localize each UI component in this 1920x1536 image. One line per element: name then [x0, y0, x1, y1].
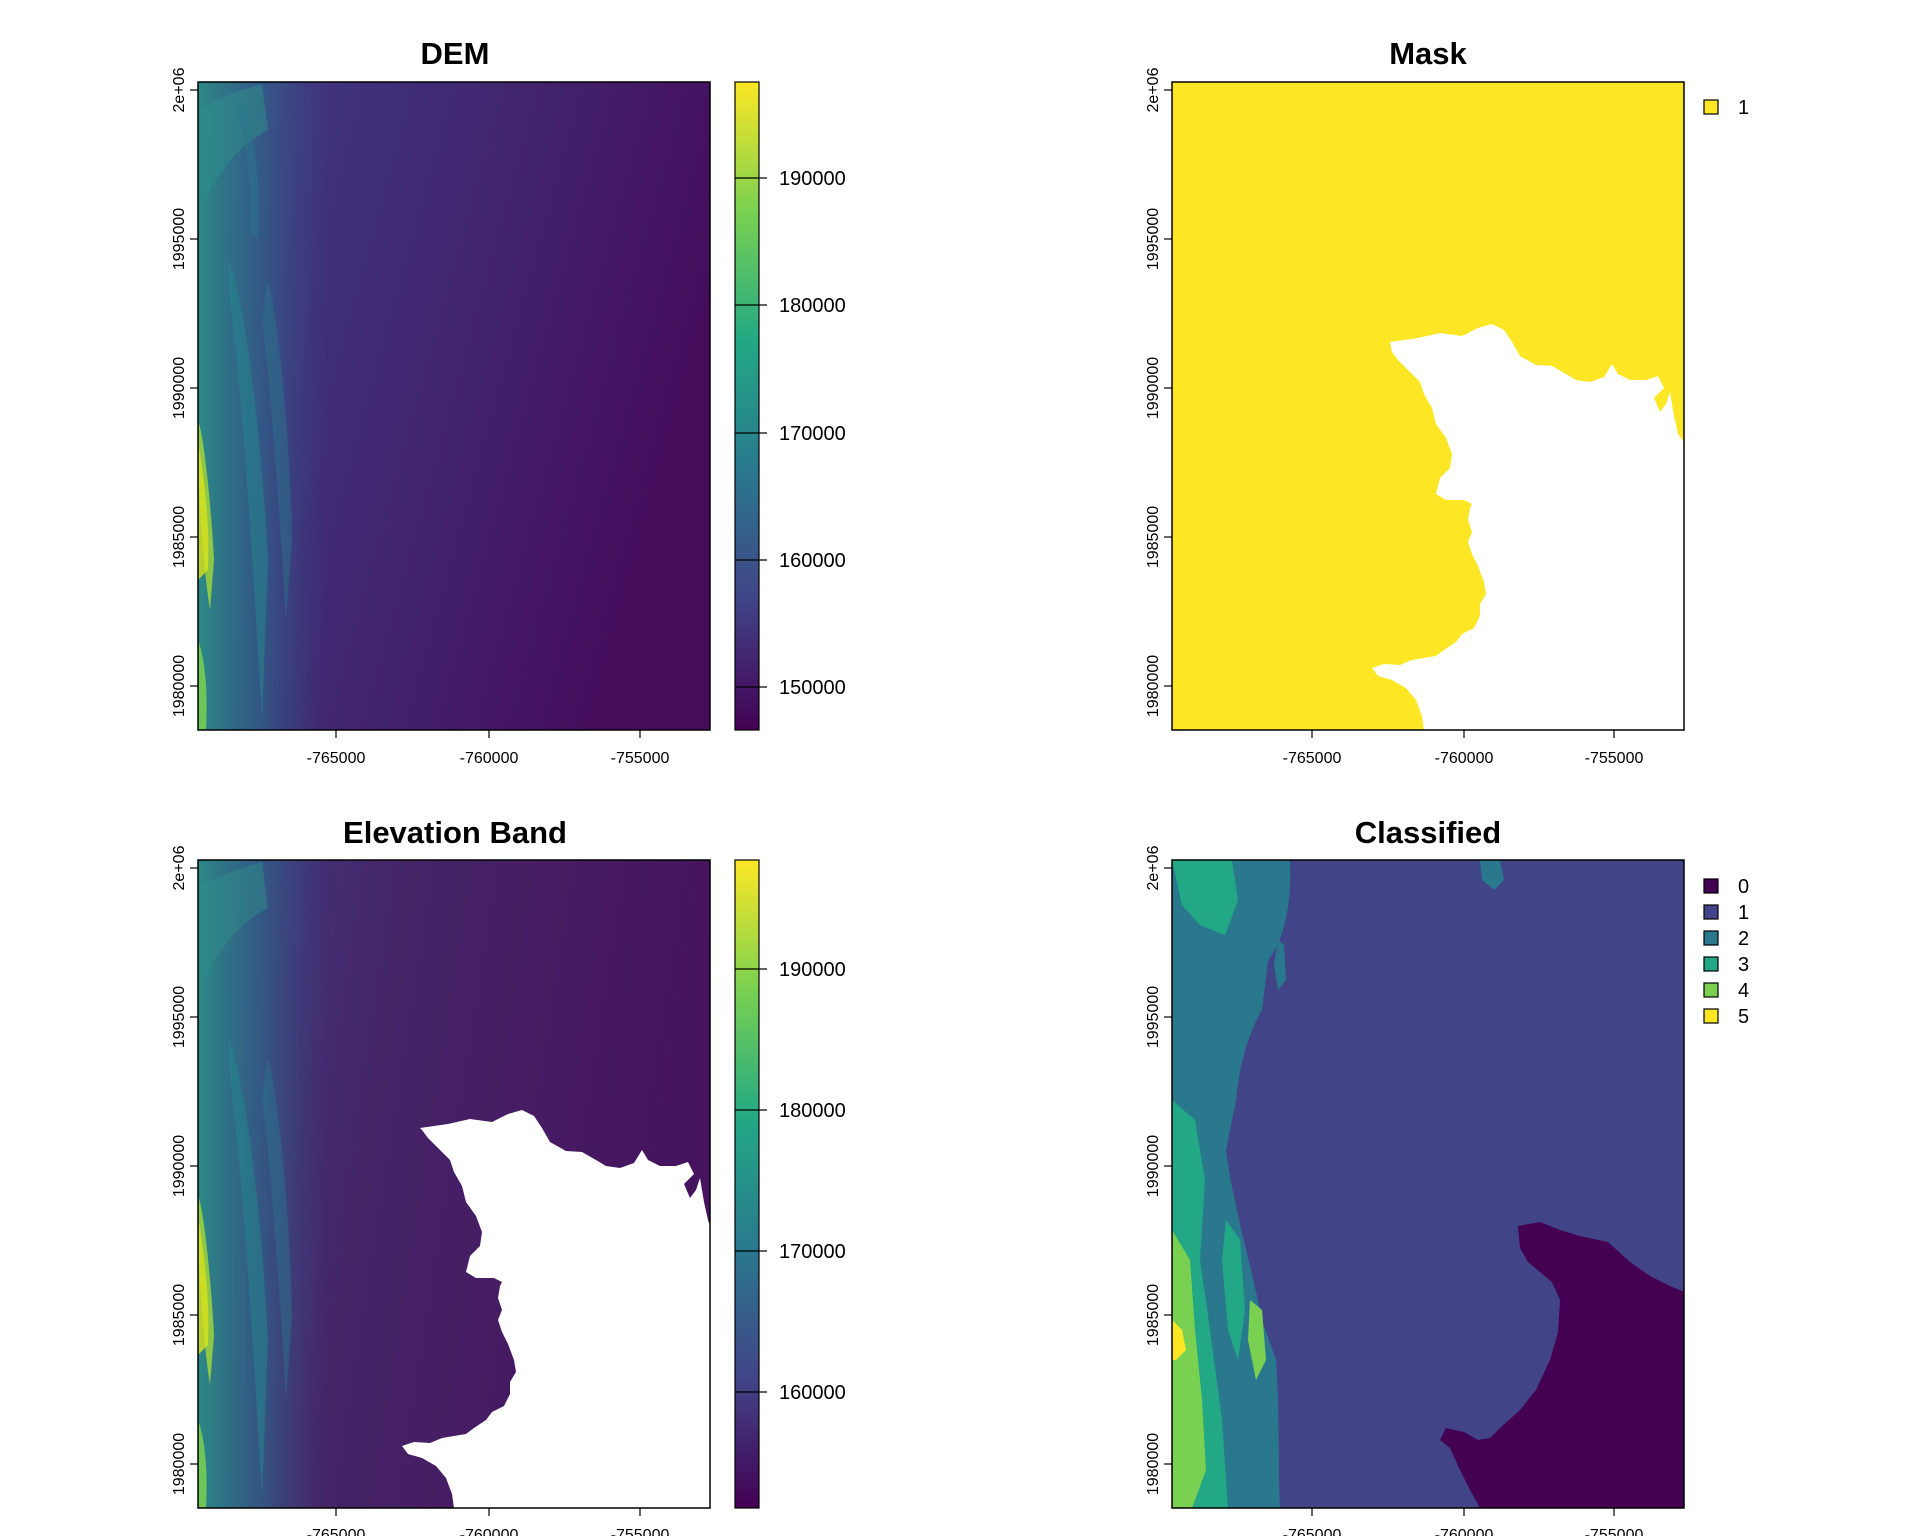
y-tick-label: 1985000 — [1145, 506, 1162, 568]
y-tick-label: 1990000 — [1145, 1135, 1162, 1197]
legend-swatch — [1703, 878, 1719, 894]
y-tick-label: 1980000 — [1145, 1433, 1162, 1495]
legend-swatch — [1703, 982, 1719, 998]
y-tick-label: 1990000 — [171, 357, 188, 419]
y-tick-label: 2e+06 — [1145, 67, 1162, 112]
map-frame — [197, 81, 711, 731]
legend-label: 1 — [1738, 902, 1749, 924]
x-tick-label: -755000 — [1585, 1527, 1644, 1536]
y-tick-label: 1980000 — [171, 655, 188, 717]
map-raster — [1172, 860, 1684, 1508]
y-tick-label: 2e+06 — [1145, 845, 1162, 890]
colorbar-tick-label: 170000 — [779, 1241, 846, 1263]
colorbar-tick-label: 160000 — [779, 550, 846, 572]
map-raster — [1172, 82, 1684, 730]
colorbar: 190000 180000 170000 160000 150000 — [734, 81, 846, 731]
colorbar: 190000 180000 170000 160000 — [734, 859, 846, 1509]
legend-label: 2 — [1738, 928, 1749, 950]
legend-label: 5 — [1738, 1006, 1749, 1028]
x-tick-label: -755000 — [611, 1527, 670, 1536]
panel-dem: DEM -765000 -760000 -755000 — [171, 36, 846, 767]
y-axis: 2e+06 1995000 1990000 1985000 1980000 — [171, 845, 198, 1495]
colorbar-tick-label: 160000 — [779, 1382, 846, 1404]
legend-swatch — [1703, 904, 1719, 920]
y-tick-label: 1985000 — [1145, 1284, 1162, 1346]
x-tick-label: -765000 — [307, 1527, 366, 1536]
panel-title: DEM — [421, 36, 490, 71]
x-tick-label: -760000 — [460, 1527, 519, 1536]
legend-label: 3 — [1738, 954, 1749, 976]
colorbar-tick-label: 180000 — [779, 295, 846, 317]
colorbar-tick-label: 190000 — [779, 168, 846, 190]
legend-swatch — [1703, 99, 1719, 115]
y-tick-label: 1995000 — [1145, 986, 1162, 1048]
x-axis: -765000 -760000 -755000 — [1283, 1508, 1644, 1536]
y-axis: 2e+06 1995000 1990000 1985000 1980000 — [1145, 845, 1172, 1495]
legend-swatch — [1703, 930, 1719, 946]
panel-title: Classified — [1355, 815, 1501, 850]
legend-label: 1 — [1738, 97, 1749, 119]
x-tick-label: -755000 — [611, 750, 670, 767]
x-tick-label: -765000 — [1283, 750, 1342, 767]
y-tick-label: 1990000 — [1145, 357, 1162, 419]
x-axis: -765000 -760000 -755000 — [307, 1508, 670, 1536]
x-tick-label: -760000 — [460, 750, 519, 767]
y-tick-label: 1995000 — [171, 208, 188, 270]
x-tick-label: -765000 — [1283, 1527, 1342, 1536]
panel-classified: Classified -765000 -760000 -755000 — [1145, 815, 1749, 1536]
panel-title: Elevation Band — [343, 815, 567, 850]
map-frame — [1171, 81, 1685, 731]
colorbar-tick-label: 180000 — [779, 1100, 846, 1122]
legend-label: 0 — [1738, 876, 1749, 898]
legend: 0 1 2 3 4 5 — [1703, 876, 1749, 1028]
y-tick-label: 1980000 — [1145, 655, 1162, 717]
y-tick-label: 1995000 — [1145, 208, 1162, 270]
map-frame — [1171, 859, 1685, 1509]
map-raster — [198, 860, 710, 1508]
legend-label: 4 — [1738, 980, 1749, 1002]
y-tick-label: 1985000 — [171, 1284, 188, 1346]
x-tick-label: -760000 — [1435, 750, 1494, 767]
panel-elevation-band: Elevation Band -765000 -760000 -755000 — [171, 815, 846, 1536]
y-axis: 2e+06 1995000 1990000 1985000 1980000 — [1145, 67, 1172, 717]
colorbar-tick-label: 170000 — [779, 423, 846, 445]
x-tick-label: -765000 — [307, 750, 366, 767]
y-tick-label: 1985000 — [171, 506, 188, 568]
legend: 1 — [1703, 97, 1749, 119]
x-axis: -765000 -760000 -755000 — [307, 730, 670, 767]
panel-mask: Mask -765000 -760000 -755000 2e+06 19950… — [1145, 36, 1749, 767]
x-axis: -765000 -760000 -755000 — [1283, 730, 1644, 767]
colorbar-tick-label: 150000 — [779, 677, 846, 699]
y-tick-label: 1990000 — [171, 1135, 188, 1197]
map-raster — [198, 82, 710, 730]
y-tick-label: 2e+06 — [171, 67, 188, 112]
legend-swatch — [1703, 956, 1719, 972]
colorbar-tick-label: 190000 — [779, 959, 846, 981]
legend-swatch — [1703, 1008, 1719, 1024]
panel-title: Mask — [1389, 36, 1467, 71]
y-tick-label: 1980000 — [171, 1433, 188, 1495]
map-frame — [197, 859, 711, 1509]
y-tick-label: 1995000 — [171, 986, 188, 1048]
x-tick-label: -755000 — [1585, 750, 1644, 767]
y-axis: 2e+06 1995000 1990000 1985000 1980000 — [171, 67, 198, 717]
y-tick-label: 2e+06 — [171, 845, 188, 890]
x-tick-label: -760000 — [1435, 1527, 1494, 1536]
